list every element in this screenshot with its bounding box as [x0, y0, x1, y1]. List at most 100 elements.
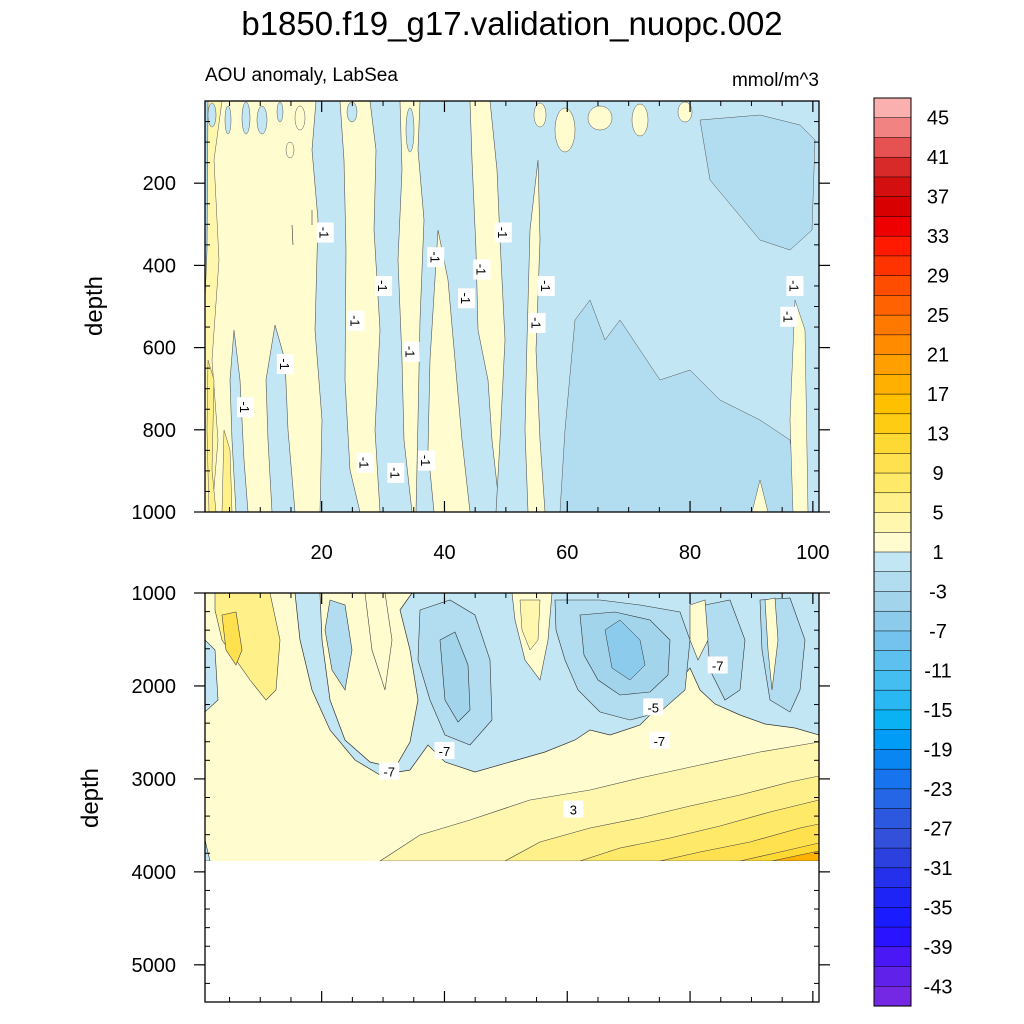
upper-negative-region [229, 329, 249, 512]
upper-contour-label-box [356, 452, 374, 473]
upper-contour-label-text: -1 [418, 455, 433, 467]
upper-contour-labels: -1 -1 -1 -1 -1 -1 -1 -1 -1 -1 -1 -1 -1 -1 -1 -1 -1 [236, 222, 804, 483]
upper-surface-wiggles [285, 101, 693, 159]
upper-contour-label-text: -1 [357, 457, 372, 469]
colorbar-level-label: -11 [924, 660, 951, 682]
lower-negative-region [205, 639, 219, 713]
figure-title: b1850.f19_g17.validation_nuopc.002 [241, 5, 782, 42]
lower-positive-intrusions [364, 593, 779, 691]
upper-contour-label-text: -1 [529, 317, 544, 329]
colorbar-level-label: 21 [927, 345, 949, 367]
colorbar-box [873, 393, 912, 415]
colorbar-box [873, 808, 912, 829]
upper-contour-label-box [427, 247, 445, 268]
lower-y-axis-title: depth [77, 768, 104, 828]
colorbar-box [873, 551, 912, 573]
colorbar-box [873, 749, 912, 770]
colorbar-level-label: -31 [924, 858, 953, 880]
colorbar-frame [873, 97, 912, 1007]
lower-contour-label-text: -7 [712, 659, 724, 674]
colorbar-level-label: -15 [924, 700, 953, 722]
upper-contour-label-box [537, 275, 555, 296]
lower-contour-label-text: -7 [383, 764, 395, 779]
upper-negative-region [311, 101, 361, 512]
upper-contour-label-text: -1 [237, 401, 252, 413]
colorbar-level-label: -19 [924, 739, 953, 761]
upper-contour-label: -1 [786, 275, 804, 296]
lower-positive-region [771, 850, 819, 861]
colorbar-level-label: -7 [929, 621, 947, 643]
colorbar-box [873, 354, 912, 375]
upper-contour-label: -1 [316, 222, 334, 243]
colorbar-box [873, 571, 912, 593]
upper-y-axis-title: depth [81, 276, 108, 336]
colorbar-box [873, 235, 912, 257]
colorbar-box [873, 650, 912, 671]
upper-contour-label: -1 [528, 312, 546, 333]
colorbar-box [873, 453, 912, 474]
colorbar-box [873, 729, 912, 750]
colorbar-box [873, 847, 912, 869]
colorbar-level-label: -35 [924, 897, 953, 919]
lower-contour-label-box [649, 731, 670, 749]
upper-contour-label: -1 [537, 275, 555, 296]
lower-contour-label-text: 3 [570, 803, 577, 818]
colorbar-box [873, 532, 912, 553]
colorbar-box [873, 374, 912, 395]
colorbar: 45 41 37 33 29 25 21 17 13 9 5 1 -3 -7 -11 -15 -19 -23 -27… [873, 97, 953, 1007]
lower-contour-label-box [563, 800, 584, 818]
colorbar-box [873, 97, 912, 119]
colorbar-box [873, 926, 912, 948]
upper-contour-label-text: -1 [387, 467, 402, 479]
colorbar-level-label: -3 [929, 581, 947, 603]
colorbar-level-label: -23 [924, 779, 953, 801]
lower-contour-label: 3 [563, 800, 584, 818]
upper-contour-label-box [375, 275, 393, 296]
upper-contour-label-box [418, 450, 436, 471]
colorbar-box [873, 867, 912, 889]
colorbar-level-label: 33 [927, 226, 949, 248]
colorbar-box [873, 986, 912, 1007]
colorbar-box [873, 117, 912, 139]
colorbar-box [873, 966, 912, 987]
colorbar-box [873, 828, 912, 849]
upper-contour-line [291, 210, 313, 246]
colorbar-box [873, 472, 912, 494]
lower-contour-label: -7 [707, 656, 728, 674]
upper-contour-label-box [236, 397, 254, 418]
upper-contour-label: -1 [387, 462, 405, 483]
upper-contour-label-box [347, 310, 365, 331]
lower-contour-label: -7 [379, 762, 400, 780]
colorbar-box [873, 689, 912, 711]
upper-negative-region [205, 101, 209, 301]
lower-strong-negative [604, 619, 646, 681]
upper-negative-region [369, 101, 413, 512]
right-subtitle: mmol/m^3 [732, 70, 819, 91]
lower-positive-region [221, 611, 243, 666]
colorbar-box [873, 768, 912, 790]
colorbar-level-label: 37 [927, 187, 949, 209]
upper-contour-label: -1 [457, 288, 475, 309]
colorbar-box [873, 788, 912, 810]
upper-y-tick-label: 400 [143, 255, 176, 277]
lower-y-tick-label: 1000 [132, 583, 177, 605]
upper-contour-label-text: -1 [403, 346, 418, 358]
upper-contour-label: -1 [427, 247, 445, 268]
upper-contour-label-text: -1 [375, 280, 390, 292]
upper-contour-label-text: -1 [495, 227, 510, 239]
upper-contour-label-text: -1 [538, 280, 553, 292]
colorbar-box [873, 709, 912, 731]
colorbar-box [873, 492, 912, 514]
colorbar-box [873, 314, 912, 336]
lower-contour-fill [205, 593, 819, 861]
colorbar-box [873, 216, 912, 237]
colorbar-level-label: 9 [932, 463, 943, 485]
upper-contour-label: -1 [236, 397, 254, 418]
colorbar-level-label: 45 [927, 108, 949, 130]
upper-x-tick-label: 80 [679, 542, 701, 564]
colorbar-level-label: 17 [927, 384, 949, 406]
upper-contour-label-text: -1 [427, 251, 442, 263]
upper-y-tick-label: 200 [143, 173, 176, 195]
colorbar-box [873, 275, 912, 296]
upper-strong-negative [789, 299, 809, 512]
